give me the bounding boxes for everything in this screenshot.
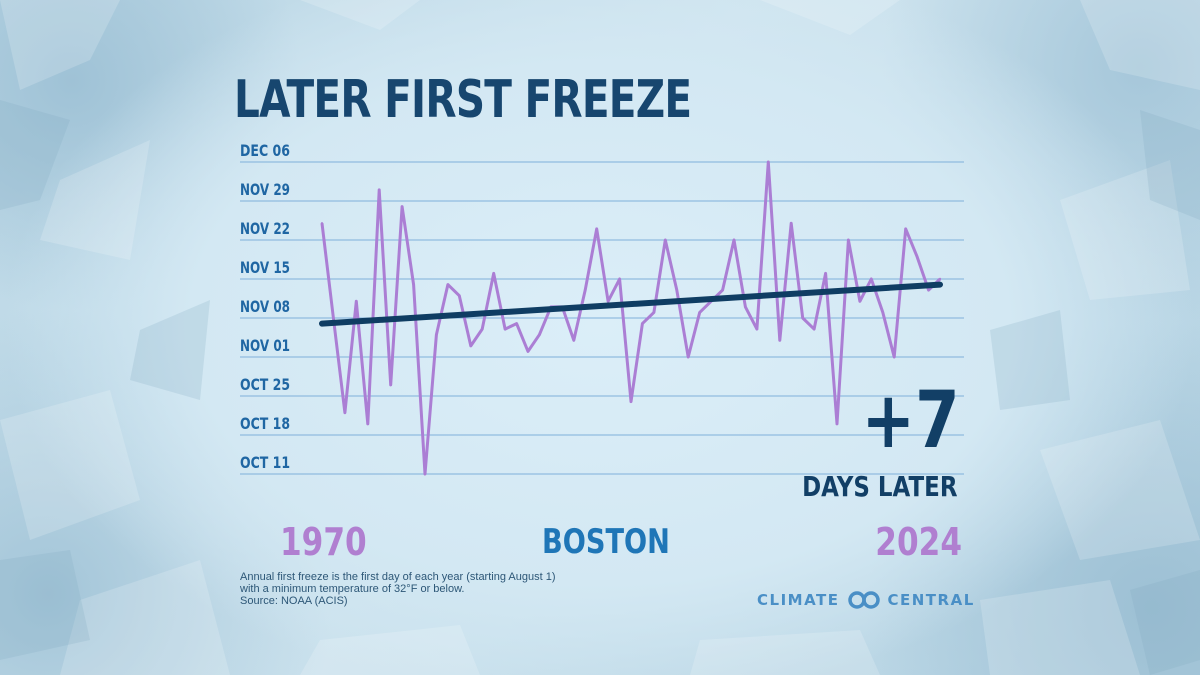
data-point (698, 311, 701, 314)
data-point (629, 400, 633, 403)
footnote-source: Source: NOAA (ACIS) (240, 595, 348, 607)
data-point (458, 294, 461, 297)
data-point (767, 160, 770, 164)
data-point (435, 333, 438, 336)
data-point (526, 350, 530, 353)
brand-logo: CLIMATE CENTRAL (757, 591, 975, 609)
data-point (469, 344, 472, 348)
data-point (503, 327, 507, 331)
data-point (423, 472, 427, 476)
data-point (847, 238, 850, 242)
data-point (824, 272, 827, 275)
city-label: BOSTON (542, 522, 670, 562)
data-point (858, 300, 862, 303)
data-point (778, 339, 781, 342)
change-value: +7 (861, 376, 960, 466)
data-point (618, 277, 621, 281)
footnote: Annual first freeze is the first day of … (240, 571, 600, 607)
y-tick-label: DEC 06 (240, 141, 290, 160)
data-point (378, 188, 381, 192)
data-point (812, 327, 816, 331)
footnote-line-2: with a minimum temperature of 32°F or be… (240, 583, 465, 595)
brand-name-right: CENTRAL (887, 591, 975, 609)
data-point (801, 316, 804, 320)
data-point (732, 238, 736, 242)
data-point (721, 288, 724, 292)
data-point (538, 333, 541, 336)
data-point (584, 288, 587, 292)
data-point (366, 422, 369, 426)
data-point (400, 205, 404, 208)
start-year-label: 1970 (280, 520, 367, 564)
data-point (870, 277, 873, 281)
data-point (915, 255, 919, 258)
data-point (595, 227, 598, 231)
y-tick-label: OCT 18 (240, 414, 290, 433)
infinity-icon (847, 591, 880, 609)
data-point (355, 300, 358, 303)
data-point (446, 283, 450, 286)
data-point (606, 300, 610, 303)
data-point (938, 277, 942, 281)
series-layer (320, 160, 942, 476)
data-point (835, 422, 839, 426)
data-point (492, 272, 495, 275)
y-tick-label: NOV 01 (240, 336, 290, 355)
y-tick-label: OCT 11 (240, 453, 290, 472)
trend-layer (319, 281, 943, 327)
data-point (790, 222, 793, 225)
grid-lines (240, 161, 964, 475)
y-tick-label: OCT 25 (240, 375, 290, 394)
data-point (893, 355, 896, 359)
data-point (572, 339, 575, 342)
data-point (481, 327, 484, 331)
brand-name-left: CLIMATE (757, 591, 840, 609)
data-point (332, 316, 335, 320)
y-tick-labels: DEC 06 NOV 29 NOV 22 NOV 15 NOV 08 NOV 01 OCT … (240, 141, 290, 472)
end-year-label: 2024 (875, 520, 962, 564)
chart-title: LATER FIRST FREEZE (234, 70, 692, 130)
data-point (904, 227, 907, 231)
data-point (515, 322, 518, 325)
y-tick-label: NOV 15 (240, 258, 290, 277)
data-point (412, 283, 415, 286)
data-point (664, 238, 667, 242)
data-point (389, 383, 392, 387)
data-point (755, 327, 759, 331)
data-point (675, 288, 678, 292)
data-point (343, 411, 347, 414)
data-point (687, 355, 690, 359)
data-point (744, 305, 747, 309)
y-tick-label: NOV 08 (240, 297, 290, 316)
data-point (927, 288, 930, 292)
data-point (641, 322, 644, 325)
y-tick-label: NOV 29 (240, 180, 290, 199)
trend-line (319, 281, 943, 327)
data-point (881, 311, 884, 314)
change-label: DAYS LATER (802, 470, 958, 503)
data-point (320, 222, 324, 225)
y-tick-label: NOV 22 (240, 219, 290, 238)
footnote-line-1: Annual first freeze is the first day of … (240, 571, 556, 583)
data-point (652, 311, 656, 314)
